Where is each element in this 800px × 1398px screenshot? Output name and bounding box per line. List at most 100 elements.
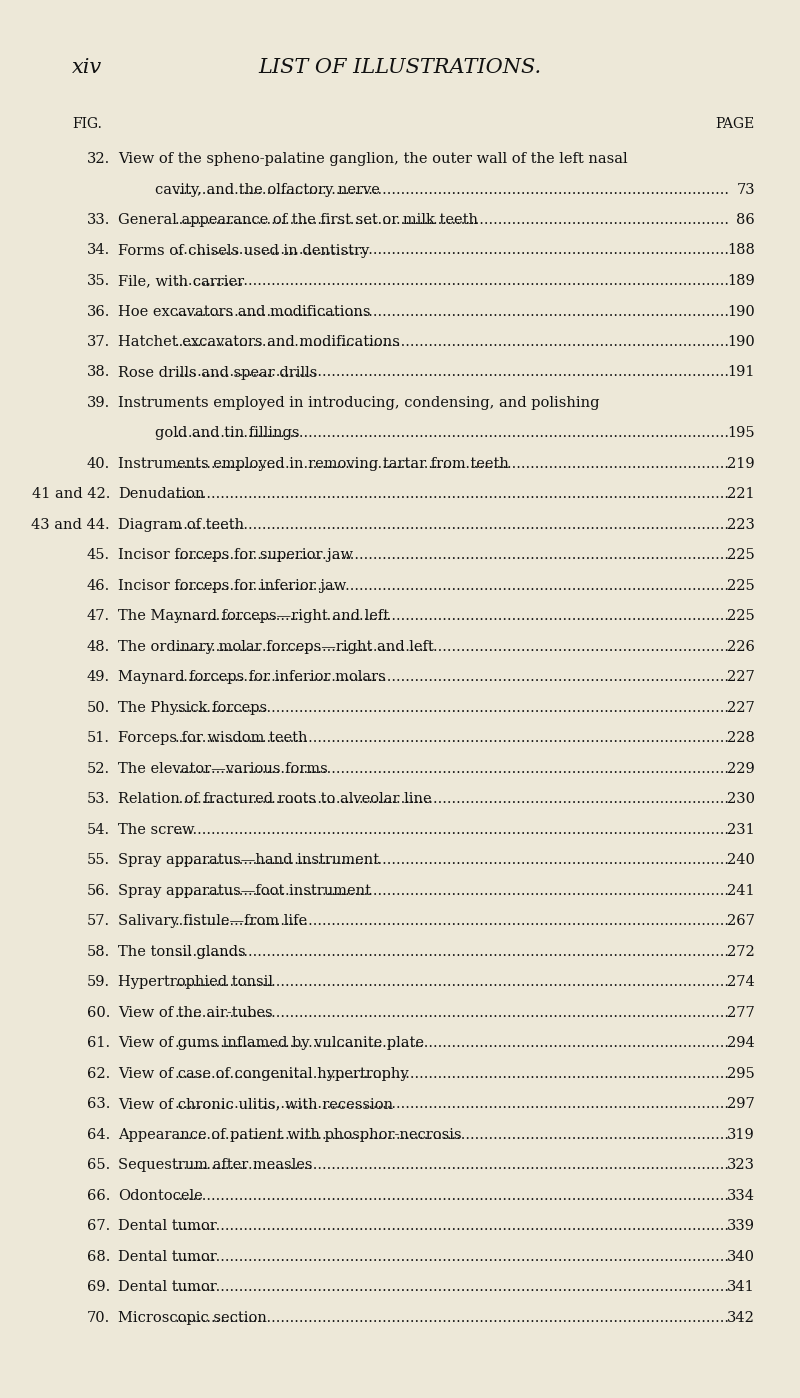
Text: Spray apparatus—hand instrument: Spray apparatus—hand instrument bbox=[118, 854, 379, 868]
Text: ................................................................................: ........................................… bbox=[175, 731, 730, 745]
Text: ................................................................................: ........................................… bbox=[175, 914, 730, 928]
Text: 59.: 59. bbox=[87, 976, 110, 990]
Text: 86: 86 bbox=[736, 212, 755, 226]
Text: 54.: 54. bbox=[87, 823, 110, 837]
Text: 319: 319 bbox=[727, 1128, 755, 1142]
Text: ................................................................................: ........................................… bbox=[175, 1190, 730, 1204]
Text: ................................................................................: ........................................… bbox=[175, 243, 730, 257]
Text: ................................................................................: ........................................… bbox=[175, 1067, 730, 1081]
Text: Forceps for wisdom teeth: Forceps for wisdom teeth bbox=[118, 731, 307, 745]
Text: Denudation: Denudation bbox=[118, 488, 205, 502]
Text: ................................................................................: ........................................… bbox=[175, 426, 730, 440]
Text: Instruments employed in removing tartar from teeth: Instruments employed in removing tartar … bbox=[118, 457, 509, 471]
Text: 191: 191 bbox=[727, 365, 755, 379]
Text: 55.: 55. bbox=[87, 854, 110, 868]
Text: Incisor forceps for superior jaw: Incisor forceps for superior jaw bbox=[118, 548, 353, 562]
Text: ................................................................................: ........................................… bbox=[175, 671, 730, 685]
Text: ................................................................................: ........................................… bbox=[175, 1281, 730, 1295]
Text: Hatchet excavators and modifications: Hatchet excavators and modifications bbox=[118, 336, 400, 350]
Text: 64.: 64. bbox=[86, 1128, 110, 1142]
Text: Dental tumor: Dental tumor bbox=[118, 1219, 217, 1233]
Text: xiv: xiv bbox=[72, 57, 102, 77]
Text: 67.: 67. bbox=[86, 1219, 110, 1233]
Text: 70.: 70. bbox=[86, 1311, 110, 1325]
Text: Odontocele: Odontocele bbox=[118, 1190, 202, 1204]
Text: The tonsil glands: The tonsil glands bbox=[118, 945, 246, 959]
Text: 48.: 48. bbox=[86, 640, 110, 654]
Text: 221: 221 bbox=[727, 488, 755, 502]
Text: ................................................................................: ........................................… bbox=[175, 305, 730, 319]
Text: 231: 231 bbox=[727, 823, 755, 837]
Text: Diagram of teeth: Diagram of teeth bbox=[118, 519, 244, 533]
Text: The Physick forceps: The Physick forceps bbox=[118, 700, 267, 714]
Text: ................................................................................: ........................................… bbox=[175, 1219, 730, 1233]
Text: The screw: The screw bbox=[118, 823, 194, 837]
Text: ................................................................................: ........................................… bbox=[175, 1097, 730, 1111]
Text: 190: 190 bbox=[727, 305, 755, 319]
Text: View of case of congenital hypertrophy: View of case of congenital hypertrophy bbox=[118, 1067, 409, 1081]
Text: ................................................................................: ........................................… bbox=[175, 1311, 730, 1325]
Text: 40.: 40. bbox=[86, 457, 110, 471]
Text: PAGE: PAGE bbox=[716, 117, 755, 131]
Text: 62.: 62. bbox=[86, 1067, 110, 1081]
Text: Incisor forceps for inferior jaw: Incisor forceps for inferior jaw bbox=[118, 579, 346, 593]
Text: 188: 188 bbox=[727, 243, 755, 257]
Text: 295: 295 bbox=[727, 1067, 755, 1081]
Text: ................................................................................: ........................................… bbox=[175, 519, 730, 533]
Text: 37.: 37. bbox=[86, 336, 110, 350]
Text: The elevator—various forms: The elevator—various forms bbox=[118, 762, 328, 776]
Text: Dental tumor: Dental tumor bbox=[118, 1250, 217, 1264]
Text: 56.: 56. bbox=[86, 884, 110, 898]
Text: Maynard forceps for inferior molars: Maynard forceps for inferior molars bbox=[118, 671, 386, 685]
Text: 69.: 69. bbox=[86, 1281, 110, 1295]
Text: ................................................................................: ........................................… bbox=[175, 1159, 730, 1173]
Text: 297: 297 bbox=[727, 1097, 755, 1111]
Text: FIG.: FIG. bbox=[72, 117, 102, 131]
Text: ................................................................................: ........................................… bbox=[175, 854, 730, 868]
Text: Rose drills and spear drills: Rose drills and spear drills bbox=[118, 365, 318, 379]
Text: 63.: 63. bbox=[86, 1097, 110, 1111]
Text: 35.: 35. bbox=[86, 274, 110, 288]
Text: 34.: 34. bbox=[86, 243, 110, 257]
Text: ................................................................................: ........................................… bbox=[175, 700, 730, 714]
Text: The ordinary molar forceps—right and left: The ordinary molar forceps—right and lef… bbox=[118, 640, 434, 654]
Text: 228: 228 bbox=[727, 731, 755, 745]
Text: 219: 219 bbox=[727, 457, 755, 471]
Text: ................................................................................: ........................................… bbox=[175, 1007, 730, 1021]
Text: ................................................................................: ........................................… bbox=[175, 1036, 730, 1050]
Text: Instruments employed in introducing, condensing, and polishing: Instruments employed in introducing, con… bbox=[118, 396, 599, 410]
Text: File, with carrier: File, with carrier bbox=[118, 274, 244, 288]
Text: 41 and 42.: 41 and 42. bbox=[32, 488, 110, 502]
Text: ................................................................................: ........................................… bbox=[175, 762, 730, 776]
Text: 267: 267 bbox=[727, 914, 755, 928]
Text: Hoe excavators and modifications: Hoe excavators and modifications bbox=[118, 305, 370, 319]
Text: 33.: 33. bbox=[86, 212, 110, 226]
Text: LIST OF ILLUSTRATIONS.: LIST OF ILLUSTRATIONS. bbox=[258, 57, 542, 77]
Text: Sequestrum after measles: Sequestrum after measles bbox=[118, 1159, 313, 1173]
Text: 61.: 61. bbox=[87, 1036, 110, 1050]
Text: cavity, and the olfactory nerve: cavity, and the olfactory nerve bbox=[155, 183, 380, 197]
Text: 60.: 60. bbox=[86, 1007, 110, 1021]
Text: 43 and 44.: 43 and 44. bbox=[31, 519, 110, 533]
Text: 68.: 68. bbox=[86, 1250, 110, 1264]
Text: 36.: 36. bbox=[86, 305, 110, 319]
Text: ................................................................................: ........................................… bbox=[175, 823, 730, 837]
Text: 32.: 32. bbox=[86, 152, 110, 166]
Text: 240: 240 bbox=[727, 854, 755, 868]
Text: 223: 223 bbox=[727, 519, 755, 533]
Text: 340: 340 bbox=[727, 1250, 755, 1264]
Text: ................................................................................: ........................................… bbox=[175, 945, 730, 959]
Text: 189: 189 bbox=[727, 274, 755, 288]
Text: 226: 226 bbox=[727, 640, 755, 654]
Text: 339: 339 bbox=[727, 1219, 755, 1233]
Text: ................................................................................: ........................................… bbox=[175, 640, 730, 654]
Text: 195: 195 bbox=[727, 426, 755, 440]
Text: 38.: 38. bbox=[86, 365, 110, 379]
Text: 323: 323 bbox=[727, 1159, 755, 1173]
Text: ................................................................................: ........................................… bbox=[175, 457, 730, 471]
Text: 66.: 66. bbox=[86, 1190, 110, 1204]
Text: ................................................................................: ........................................… bbox=[175, 274, 730, 288]
Text: Spray apparatus—foot instrument: Spray apparatus—foot instrument bbox=[118, 884, 371, 898]
Text: 229: 229 bbox=[727, 762, 755, 776]
Text: 241: 241 bbox=[727, 884, 755, 898]
